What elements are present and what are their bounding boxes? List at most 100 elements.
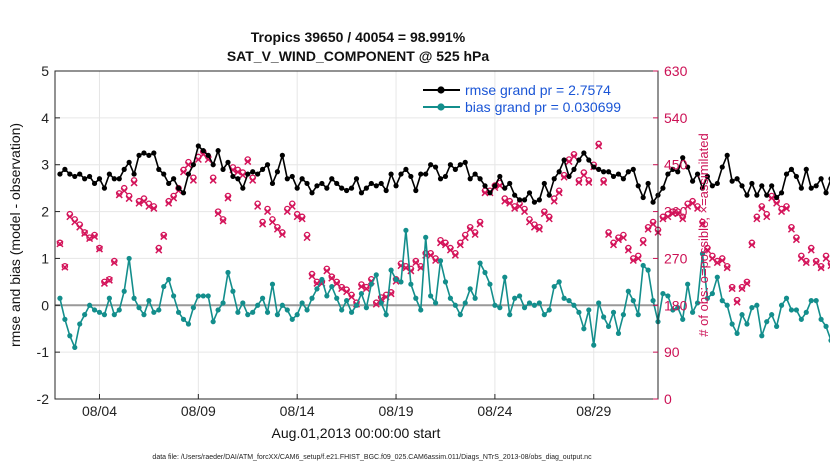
bias-point [151,309,157,315]
bias-point [640,262,646,269]
rmse-point [91,180,98,187]
rmse-point [57,171,63,177]
obs-possible-point [56,239,64,247]
x-tick-label: 08/29 [576,403,611,419]
obs-assimilated-stroke [283,208,291,216]
bias-point [818,316,824,322]
obs-assimilated-point [684,202,692,210]
rmse-point [615,171,622,177]
rmse-point [319,180,325,187]
obs-assimilated-stroke [733,298,741,306]
bias-point [304,307,310,313]
bias-point [383,312,389,318]
rmse-point [146,152,152,158]
obs-assimilated-point [605,230,613,239]
bias-point [764,319,770,325]
obs-assimilated-point [748,241,756,249]
obs-assimilated-point [817,264,825,272]
rmse-point [739,183,745,189]
bias-point [798,316,804,322]
obs-assimilated-point [728,285,736,293]
obs-possible-point [61,262,69,270]
rmse-point [210,162,216,168]
obs-assimilated-point [560,173,568,181]
y2-tick-label: 540 [664,110,688,126]
rmse-point [393,183,399,189]
obs-assimilated-point [110,259,118,267]
obs-assimilated-point [822,254,830,262]
obs-assimilated-stroke [614,236,622,244]
obs-assimilated-point [278,230,286,239]
obs-assimilated-point [120,187,128,195]
obs-assimilated-stroke [723,264,731,272]
obs-assimilated-point [303,234,311,242]
obs-assimilated-stroke [595,142,603,150]
rmse-point [734,176,740,182]
obs-assimilated-point [362,285,370,293]
rmse-point [759,183,765,189]
obs-assimilated-stroke [817,264,825,272]
rmse-point [694,171,701,177]
bias-point [225,269,231,276]
rmse-point [225,159,231,165]
bias-point [689,309,696,315]
bias-point [487,281,493,287]
obs-assimilated-point [511,204,519,212]
rmse-point [472,171,478,177]
obs-assimilated-point [540,210,548,218]
obs-assimilated-point [614,236,622,244]
obs-assimilated-point [694,204,702,212]
rmse-point [309,190,315,196]
obs-assimilated-point [165,199,173,207]
rmse-point [778,190,785,196]
rmse-point [72,173,78,180]
bias-point [121,288,127,294]
rmse-point [467,176,473,182]
obs-assimilated-point [189,176,197,184]
bias-point [240,300,246,306]
rmse-point [200,148,206,154]
rmse-point [803,166,809,172]
obs-assimilated-point [135,199,143,207]
rmse-point [279,152,285,158]
bias-point [571,302,577,308]
rmse-point [240,185,246,191]
y2-tick-label: 360 [664,204,688,220]
bias-point [675,305,681,311]
bias-point [591,342,597,348]
rmse-point [512,192,518,198]
rmse-point [304,180,310,187]
obs-assimilated-stroke [807,246,815,254]
obs-assimilated-stroke [234,168,242,176]
bias-point [551,283,557,290]
rmse-point [437,176,444,182]
rmse-point [67,171,73,177]
bias-point [91,307,98,313]
rmse-point [709,183,715,189]
obs-assimilated-stroke [763,213,771,221]
bias-point [373,272,379,278]
bias-point [353,302,360,308]
rmse-point [82,176,88,182]
obs-assimilated-stroke [150,204,158,212]
bias-point [250,309,256,315]
obs-assimilated-stroke [787,225,795,233]
rmse-point [116,176,122,182]
obs-assimilated-stroke [827,265,830,270]
bias-point [517,293,523,299]
bias-point [759,333,765,339]
obs-assimilated-stroke [105,276,113,284]
bias-point [526,300,533,306]
bias-point [171,293,177,299]
rmse-point [660,185,666,191]
rmse-point [185,171,192,177]
obs-assimilated-stroke [254,202,262,210]
rmse-point [423,171,429,177]
obs-assimilated-stroke [407,267,415,275]
obs-assimilated-point [807,246,815,254]
rmse-point [403,166,409,172]
bias-point [423,234,429,240]
legend-rmse-label: rmse grand pr = 2.7574 [465,82,611,98]
obs-assimilated-stroke [348,293,356,301]
bias-point [808,298,814,304]
